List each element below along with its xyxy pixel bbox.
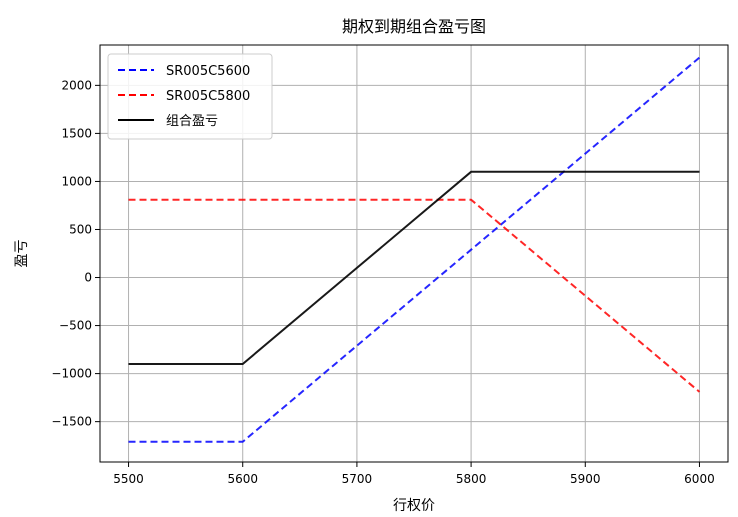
x-tick-label: 5700 <box>342 472 373 486</box>
legend-box <box>107 53 273 140</box>
y-tick-label: −1000 <box>51 367 92 381</box>
y-tick-label: 1500 <box>61 126 92 140</box>
y-axis: −1500 −1000 −500 0 500 1000 1500 2000 <box>51 78 100 429</box>
series-group <box>128 56 701 443</box>
y-tick-label: 2000 <box>61 78 92 92</box>
x-tick-label: 6000 <box>684 472 715 486</box>
y-tick-label: 500 <box>69 222 92 236</box>
legend-label: 组合盈亏 <box>166 114 218 129</box>
series-line-1 <box>128 56 701 443</box>
legend-label: SR005C5800 <box>166 89 250 104</box>
x-axis: 5500 5600 5700 5800 5900 6000 <box>113 462 715 486</box>
series-line-3 <box>128 170 700 365</box>
legend-label: SR005C5600 <box>166 64 250 79</box>
x-tick-label: 5800 <box>456 472 487 486</box>
y-tick-label: 0 <box>84 271 92 285</box>
y-tick-label: 1000 <box>61 174 92 188</box>
y-tick-label: −500 <box>59 319 92 333</box>
x-tick-label: 5900 <box>570 472 601 486</box>
legend: SR005C5600 SR005C5800 组合盈亏 <box>107 53 273 140</box>
grid <box>100 45 728 462</box>
x-tick-label: 5600 <box>227 472 258 486</box>
chart-title: 期权到期组合盈亏图 <box>342 17 486 36</box>
x-axis-label: 行权价 <box>393 498 435 514</box>
y-tick-label: −1500 <box>51 415 92 429</box>
x-tick-label: 5500 <box>113 472 144 486</box>
plot-frame <box>99 44 729 463</box>
y-axis-label: 盈亏 <box>14 240 30 268</box>
